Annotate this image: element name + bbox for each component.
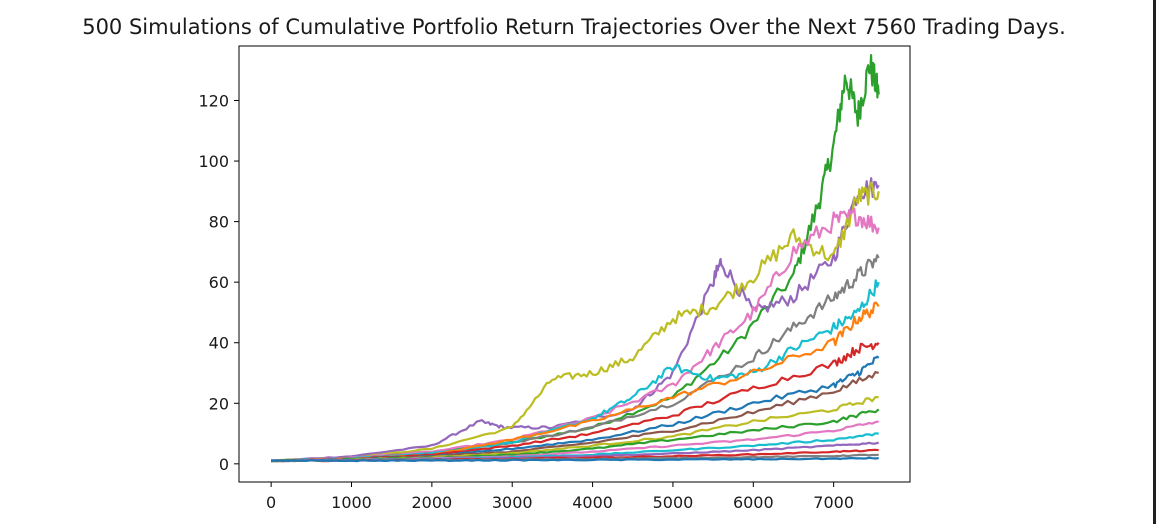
x-tick-label: 7000 [813,493,854,512]
y-tick-label: 80 [209,213,229,232]
y-tick-label: 0 [219,455,229,474]
y-tick-label: 120 [198,92,229,111]
x-tick-label: 4000 [572,493,613,512]
y-tick-label: 40 [209,334,229,353]
x-tick-label: 5000 [653,493,694,512]
x-axis: 0 1000 2000 3000 4000 5000 6000 7000 [266,482,854,512]
simulation-line-4 [271,207,880,463]
y-tick-label: 100 [198,152,229,171]
chart-title: 500 Simulations of Cumulative Portfolio … [82,15,1066,39]
y-tick-label: 20 [209,394,229,413]
series-layer [270,53,880,463]
simulation-line-2 [270,177,880,463]
simulation-line-3 [271,181,880,463]
x-tick-label: 2000 [412,493,453,512]
y-tick-label: 60 [209,273,229,292]
x-tick-label: 1000 [331,493,372,512]
window-edge [1153,0,1156,524]
y-axis: 0 20 40 60 80 100 120 [198,92,239,474]
x-tick-label: 6000 [733,493,774,512]
simulation-line-18 [271,456,879,463]
x-tick-label: 0 [266,493,276,512]
x-tick-label: 3000 [492,493,533,512]
simulation-line-6 [271,279,880,463]
plot-area-frame [238,45,911,483]
